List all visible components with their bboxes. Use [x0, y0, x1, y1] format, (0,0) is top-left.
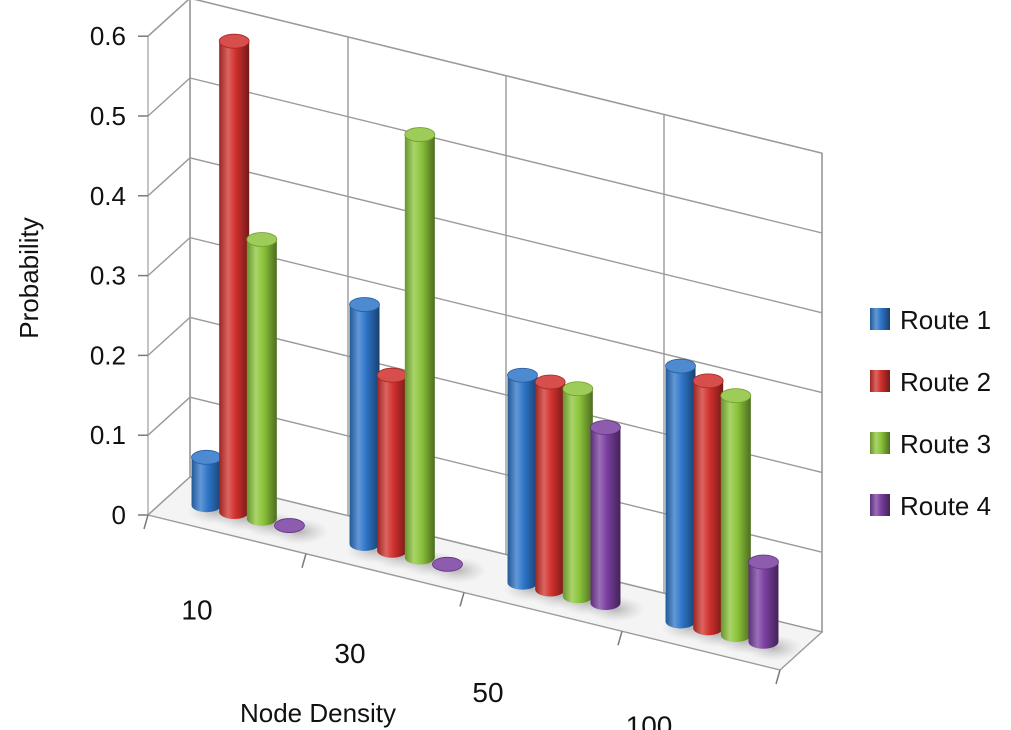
bar-top: [562, 381, 594, 397]
bar-route-4-10: [270, 518, 329, 545]
bar-body: [665, 366, 696, 629]
bar-top: [246, 232, 278, 247]
x-tick-mark: [459, 592, 465, 607]
bar-top: [507, 367, 538, 383]
y-axis-ticks: 0 0.1 0.2 0.3 0.4 0.5 0.6: [90, 21, 148, 530]
bar-body: [748, 561, 779, 649]
bar-body: [507, 375, 538, 590]
x-axis-title: Node Density: [240, 698, 396, 728]
bar-top: [720, 388, 752, 404]
legend-label: Route 4: [900, 491, 991, 521]
bar-top: [590, 420, 621, 435]
bar-body: [191, 457, 222, 513]
legend-item: Route 3: [870, 429, 991, 459]
bar-route-4-100: [744, 554, 803, 661]
y-tick-label: 0.1: [90, 420, 126, 450]
y-tick-label: 0: [112, 500, 126, 530]
y-axis-title: Probability: [14, 217, 44, 338]
x-category-label: 100: [626, 711, 673, 730]
bar-top: [665, 358, 696, 374]
legend-swatch: [870, 370, 890, 392]
bar-top: [349, 297, 380, 312]
bar-body: [377, 375, 408, 558]
bar-top: [748, 554, 779, 570]
bar-top: [218, 33, 250, 49]
legend-swatch: [870, 494, 890, 516]
bar-body: [246, 239, 277, 526]
bars: [187, 33, 803, 661]
y-tick-label: 0.2: [90, 340, 126, 370]
legend-label: Route 3: [900, 429, 991, 459]
bar-body: [349, 304, 380, 551]
bar-top: [404, 127, 436, 142]
legend-label: Route 2: [900, 367, 991, 397]
legend-item: Route 1: [870, 305, 991, 335]
bar-body: [590, 427, 621, 611]
x-tick-mark: [775, 669, 781, 685]
x-axis-categories: 10 30 50 100: [143, 514, 781, 730]
x-tick-mark: [301, 553, 307, 568]
x-tick-mark: [143, 514, 149, 530]
y-tick-label: 0.4: [90, 181, 126, 211]
x-category-label: 10: [181, 594, 212, 625]
bar-body: [404, 134, 435, 565]
bar-body: [219, 41, 250, 519]
bar-route-1-100: [661, 358, 720, 641]
bar-top: [432, 556, 463, 572]
y-tick-label: 0.5: [90, 101, 126, 131]
legend-swatch: [870, 308, 890, 330]
bar-top: [376, 367, 408, 383]
legend-swatch: [870, 432, 890, 454]
bar-body: [535, 382, 566, 597]
bar-route-4-30: [428, 556, 487, 584]
x-tick-mark: [617, 631, 623, 646]
legend: Route 1 Route 2 Route 3 Route 4: [870, 305, 991, 521]
legend-label: Route 1: [900, 305, 991, 335]
x-category-label: 30: [334, 638, 365, 669]
bar-body: [693, 380, 724, 636]
x-category-label: 50: [472, 677, 503, 708]
gridline: [147, 0, 823, 154]
y-tick-label: 0.6: [90, 21, 126, 51]
bar-top: [191, 449, 222, 465]
bar-route-4-50: [586, 420, 645, 623]
bar-body: [562, 388, 593, 604]
bar-top: [692, 373, 724, 389]
bar-route-1-50: [503, 367, 562, 602]
legend-item: Route 4: [870, 491, 991, 521]
legend-item: Route 2: [870, 367, 991, 397]
bar-top: [534, 374, 566, 390]
y-tick-label: 0.3: [90, 261, 126, 291]
bar-top: [274, 518, 305, 533]
bar-body: [720, 395, 751, 643]
